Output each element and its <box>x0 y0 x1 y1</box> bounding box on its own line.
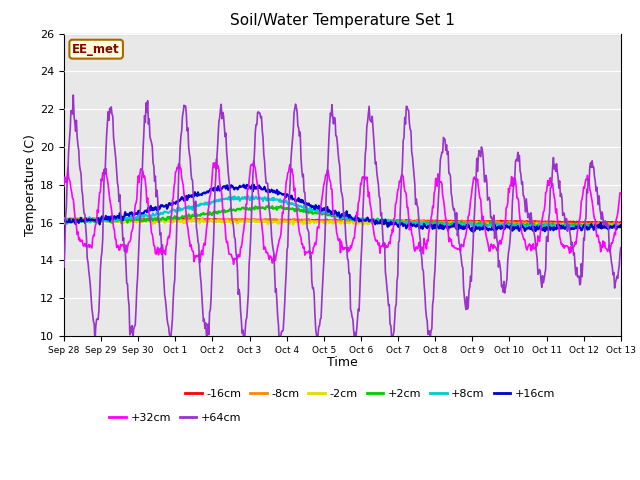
Text: EE_met: EE_met <box>72 43 120 56</box>
Title: Soil/Water Temperature Set 1: Soil/Water Temperature Set 1 <box>230 13 455 28</box>
Legend: +32cm, +64cm: +32cm, +64cm <box>105 408 246 427</box>
Y-axis label: Temperature (C): Temperature (C) <box>24 134 37 236</box>
X-axis label: Time: Time <box>327 356 358 369</box>
